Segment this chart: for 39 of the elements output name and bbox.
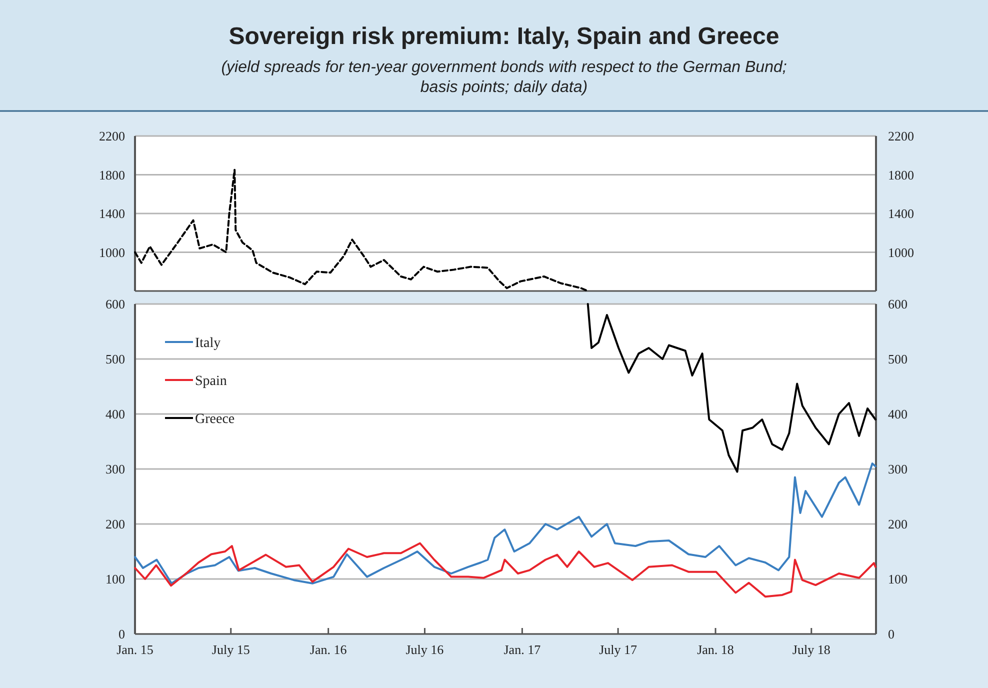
x-tick-label: July 16 — [406, 642, 444, 657]
y-tick-label: 600 — [106, 296, 125, 312]
x-tick-label: Jan. 15 — [116, 642, 154, 657]
x-tick-label: Jan. 17 — [504, 642, 542, 657]
y-tick-label: 300 — [106, 462, 125, 477]
legend-label: Greece — [195, 412, 235, 427]
line-series — [586, 303, 876, 473]
y2-tick-label: 600 — [888, 296, 908, 312]
y-tick-label: 400 — [106, 406, 125, 422]
x-tick-label: July 15 — [212, 642, 250, 657]
y-tick-label: 1400 — [99, 206, 125, 222]
y2-tick-label: 1800 — [888, 167, 914, 182]
y2-tick-label: 400 — [888, 406, 908, 422]
y2-tick-label: 1000 — [888, 244, 914, 260]
y-tick-label: 500 — [106, 352, 125, 367]
x-tick-label: July 18 — [792, 642, 830, 657]
y2-tick-label: 100 — [888, 572, 908, 587]
chart-title: Sovereign risk premium: Italy, Spain and Greece — [228, 23, 780, 50]
y-tick-label: 1800 — [99, 167, 125, 182]
y-tick-label: 100 — [106, 572, 125, 587]
line-series — [134, 168, 589, 292]
y2-tick-label: 2200 — [888, 128, 914, 144]
chart-subtitle: (yield spreads for ten-year government bonds with respect to the German Bund; basis points; daily data) — [221, 59, 787, 96]
y2-tick-label: 0 — [888, 626, 894, 642]
legend-label: Spain — [195, 374, 227, 389]
line-series — [134, 542, 876, 598]
y-tick-label: 200 — [106, 516, 125, 532]
y2-tick-label: 500 — [888, 352, 908, 367]
x-tick-label: July 17 — [599, 642, 638, 657]
y-tick-label: 2200 — [99, 128, 125, 144]
y2-tick-label: 1400 — [888, 206, 914, 222]
x-tick-label: Jan. 18 — [697, 642, 734, 657]
y-tick-label: 1000 — [99, 244, 125, 260]
x-tick-label: Jan. 16 — [310, 642, 348, 657]
line-series — [134, 462, 876, 584]
y2-tick-label: 200 — [888, 516, 908, 532]
y2-tick-label: 300 — [888, 462, 908, 477]
legend-label: Italy — [195, 336, 221, 351]
y-tick-label: 0 — [118, 626, 125, 642]
